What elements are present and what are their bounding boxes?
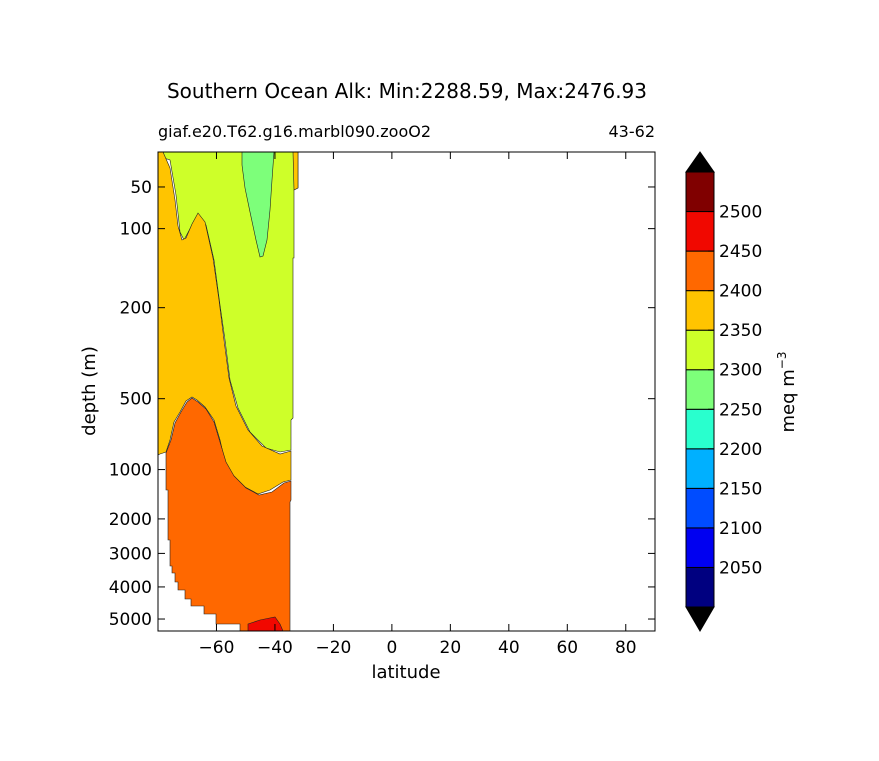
plot-frame: [157, 151, 656, 632]
colorbar-band: [685, 369, 715, 410]
chart-title: Southern Ocean Alk: Min:2288.59, Max:247…: [167, 79, 647, 103]
colorbar-label: meq m−3: [775, 352, 799, 433]
x-tick-label: −40: [257, 638, 293, 658]
colorbar-tick-label: 2450: [719, 242, 762, 262]
y-tick-label: 200: [120, 299, 152, 319]
region-2400-2450: [165, 397, 292, 631]
region-2350-2400-surface: [292, 152, 299, 191]
colorbar-extend-max: [685, 151, 715, 173]
x-tick-label: 80: [615, 638, 637, 658]
region-2450-2500: [247, 616, 284, 631]
x-tick-label: 60: [556, 638, 578, 658]
colorbar: 2050 2100 2150 2200 2250 2300 2350 2400 2450 2500…: [685, 151, 799, 632]
x-tick-label: −20: [315, 638, 351, 658]
region-2350-2400-upper: [158, 152, 292, 495]
colorbar-tick-label: 2400: [719, 282, 762, 302]
colorbar-band: [685, 250, 715, 292]
x-tick-label: 0: [386, 638, 397, 658]
colorbar-label-superscript: −3: [775, 352, 789, 370]
x-tick-label: 20: [440, 638, 462, 658]
y-tick-label: 3000: [109, 544, 152, 564]
colorbar-tick-label: 2500: [719, 203, 762, 223]
y-tick-label: 50: [130, 178, 152, 198]
y-tick-label: 500: [120, 390, 152, 410]
x-axis-label: latitude: [371, 662, 440, 683]
y-tick-label: 1000: [109, 461, 152, 481]
colorbar-tick-label: 2200: [719, 440, 762, 460]
colorbar-band: [685, 527, 715, 568]
region-2250-2300: [241, 152, 275, 258]
colorbar-tick-label: 2100: [719, 519, 762, 539]
y-tick-label: 100: [120, 220, 152, 240]
colorbar-band: [685, 329, 715, 371]
chart-subtitle-left: giaf.e20.T62.g16.marbl090.zooO2: [158, 122, 431, 141]
colorbar-extend-min: [685, 606, 715, 632]
y-tick-label: 5000: [109, 610, 152, 630]
colorbar-band: [685, 171, 715, 213]
colorbar-frame: [685, 171, 715, 608]
colorbar-band: [685, 290, 715, 331]
x-axis: −60 −40 −20 0 20 40 60 80 latitude: [199, 152, 637, 683]
chart-subtitle-right: 43-62: [609, 122, 656, 141]
colorbar-tick-label: 2300: [719, 361, 762, 381]
y-axis: 50 100 200 500 1000 2000 3000 4000 5000 depth (m…: [79, 178, 655, 630]
colorbar-tick-label: 2350: [719, 321, 762, 341]
colorbar-band: [685, 566, 715, 608]
contour-fill: [158, 152, 299, 631]
x-tick-label: 40: [498, 638, 520, 658]
colorbar-label-text: meq m: [778, 369, 799, 432]
y-tick-label: 2000: [109, 510, 152, 530]
colorbar-band: [685, 408, 715, 450]
y-tick-label: 4000: [109, 578, 152, 598]
colorbar-tick-label: 2250: [719, 400, 762, 420]
x-tick-label: −60: [199, 638, 235, 658]
colorbar-tick-label: 2050: [719, 558, 762, 578]
colorbar-band: [685, 448, 715, 489]
colorbar-tick-label: 2150: [719, 479, 762, 499]
colorbar-band: [685, 487, 715, 529]
colorbar-band: [685, 211, 715, 252]
y-axis-label: depth (m): [79, 346, 100, 436]
